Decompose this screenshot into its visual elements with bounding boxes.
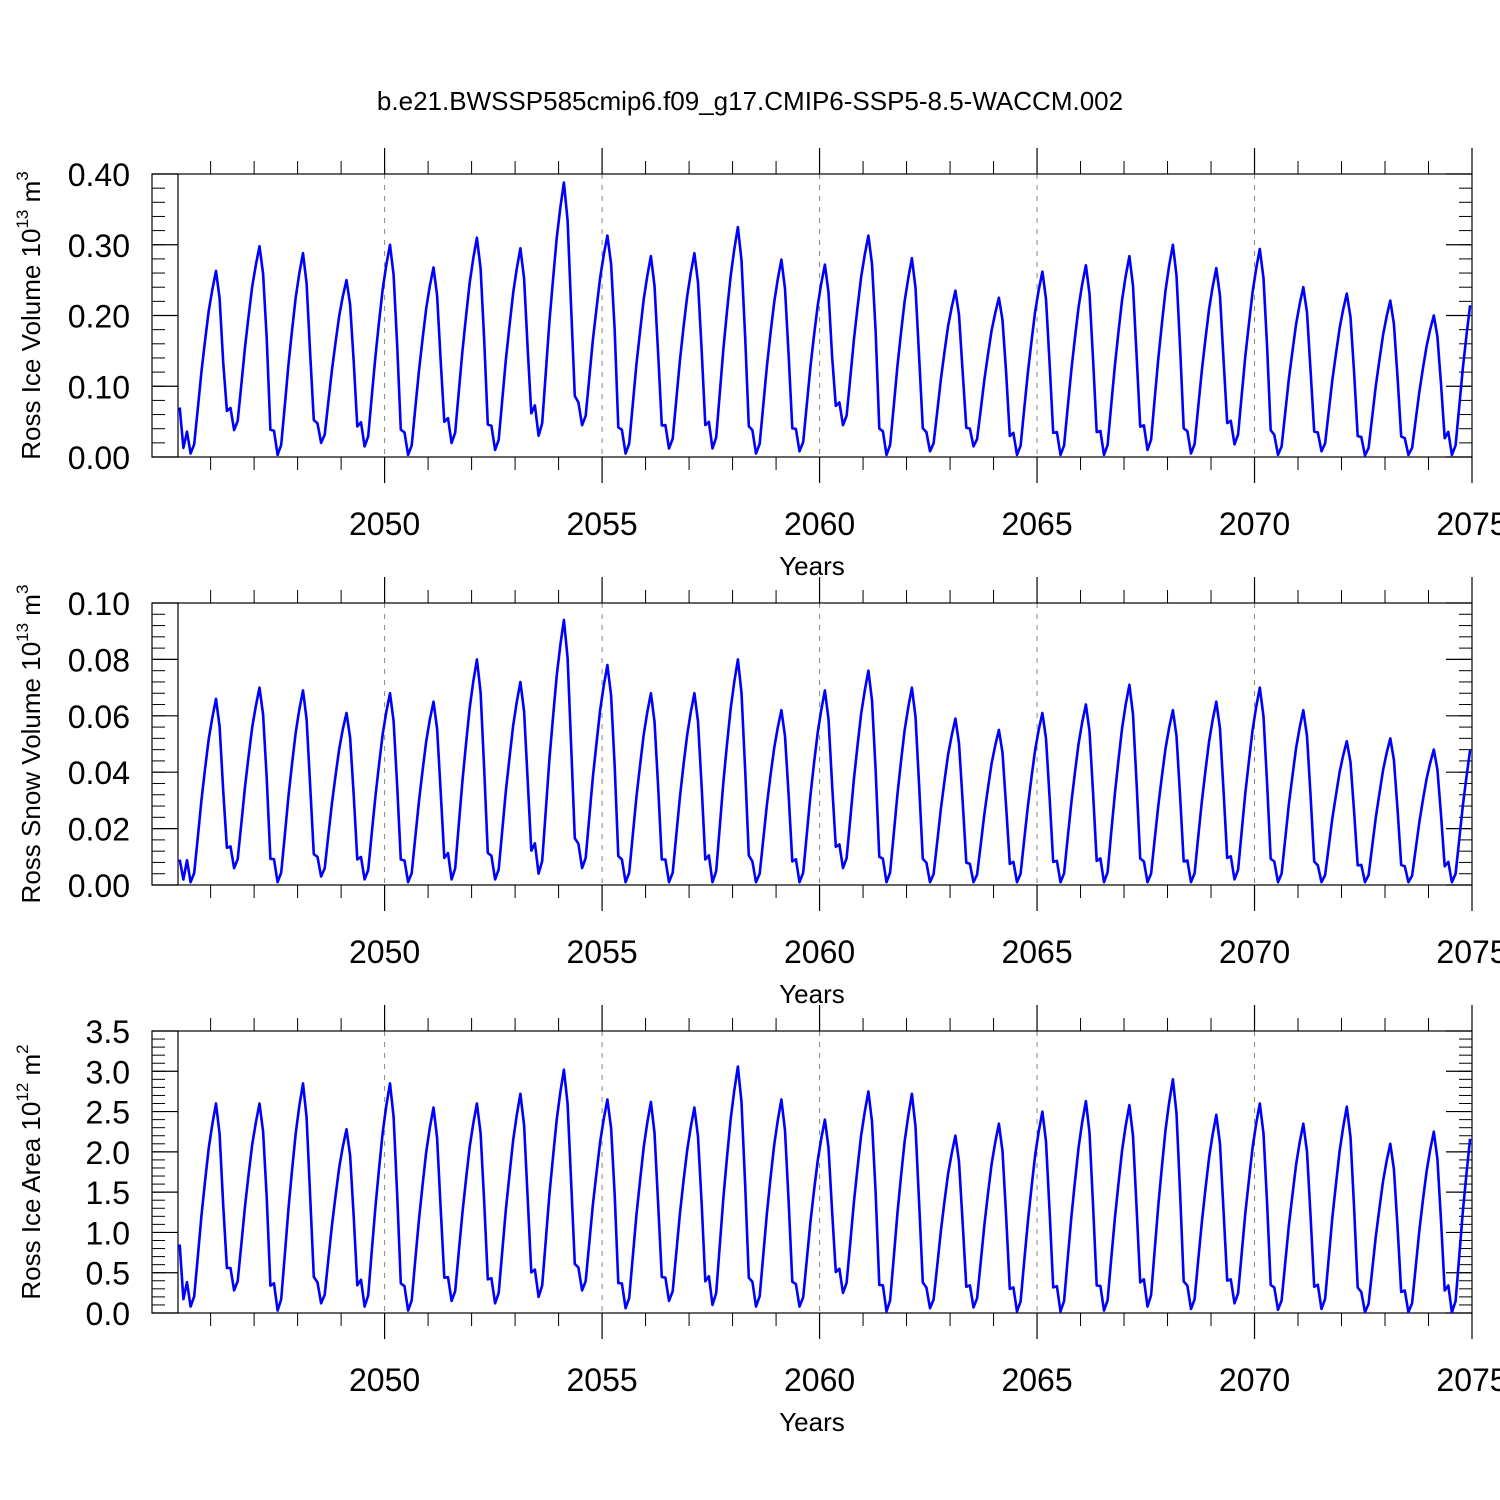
x-tick-label: 2060 <box>784 1362 855 1398</box>
x-tick-label: 2065 <box>1001 934 1072 970</box>
x-tick-label: 2055 <box>566 506 637 542</box>
y-tick-label: 0.02 <box>68 812 130 848</box>
y-tick-label: 1.5 <box>86 1175 130 1211</box>
x-tick-label: 2065 <box>1001 1362 1072 1398</box>
x-axis-label: Years <box>779 1407 845 1437</box>
series-line <box>178 618 1472 884</box>
y-tick-label: 0.5 <box>86 1256 130 1292</box>
panel-1: 0.00 0.10 0.20 0.30 0.40 2050 2055 2060 2065 2070… <box>13 148 1500 581</box>
y-tick-label: 0.10 <box>68 369 130 405</box>
plot-frame <box>151 602 1473 886</box>
series-line <box>178 1065 1472 1314</box>
y-tick-label: 0.0 <box>86 1296 130 1332</box>
y-tick-label: 0.30 <box>68 228 130 264</box>
x-tick-label: 2060 <box>784 934 855 970</box>
y-tick-label: 2.0 <box>86 1135 130 1171</box>
x-tick-label: 2070 <box>1219 934 1290 970</box>
y-tick-label: 0.08 <box>68 642 130 678</box>
y-axis-label: Ross Ice Volume 1013 m3 <box>13 171 46 460</box>
x-axis-label: Years <box>779 979 845 1009</box>
y-tick-label: 0.40 <box>68 157 130 193</box>
y-tick-label: 0.00 <box>68 868 130 904</box>
x-tick-label: 2050 <box>349 506 420 542</box>
y-tick-label: 0.20 <box>68 299 130 335</box>
x-tick-label: 2070 <box>1219 506 1290 542</box>
x-tick-label: 2075 <box>1436 1362 1500 1398</box>
plot-frame <box>151 1030 1473 1314</box>
x-tick-label: 2055 <box>566 1362 637 1398</box>
x-tick-label: 2055 <box>566 934 637 970</box>
y-tick-label: 0.00 <box>68 440 130 476</box>
y-axis-label: Ross Ice Area 1012 m2 <box>13 1044 46 1299</box>
y-tick-label: 2.5 <box>86 1095 130 1131</box>
y-tick-label: 1.0 <box>86 1215 130 1251</box>
y-tick-label: 0.06 <box>68 699 130 735</box>
x-tick-label: 2050 <box>349 934 420 970</box>
y-tick-label: 0.10 <box>68 586 130 622</box>
y-tick-label: 3.0 <box>86 1054 130 1090</box>
x-tick-label: 2075 <box>1436 934 1500 970</box>
y-tick-label: 3.5 <box>86 1014 130 1050</box>
figure-title: b.e21.BWSSP585cmip6.f09_g17.CMIP6-SSP5-8… <box>377 86 1123 116</box>
y-tick-label: 0.04 <box>68 755 130 791</box>
panel-3: 0.0 0.5 1.0 1.5 2.0 2.5 3.0 3.5 2050 2055 2060 2065… <box>13 1005 1500 1437</box>
x-tick-label: 2050 <box>349 1362 420 1398</box>
x-tick-label: 2070 <box>1219 1362 1290 1398</box>
y-axis-label: Ross Snow Volume 1013 m3 <box>13 585 46 904</box>
x-axis-label: Years <box>779 551 845 581</box>
x-tick-label: 2075 <box>1436 506 1500 542</box>
series-line <box>178 181 1472 457</box>
x-tick-label: 2065 <box>1001 506 1072 542</box>
x-tick-label: 2060 <box>784 506 855 542</box>
panel-2: 0.00 0.02 0.04 0.06 0.08 0.10 2050 2055 2060 2065… <box>13 577 1500 1009</box>
